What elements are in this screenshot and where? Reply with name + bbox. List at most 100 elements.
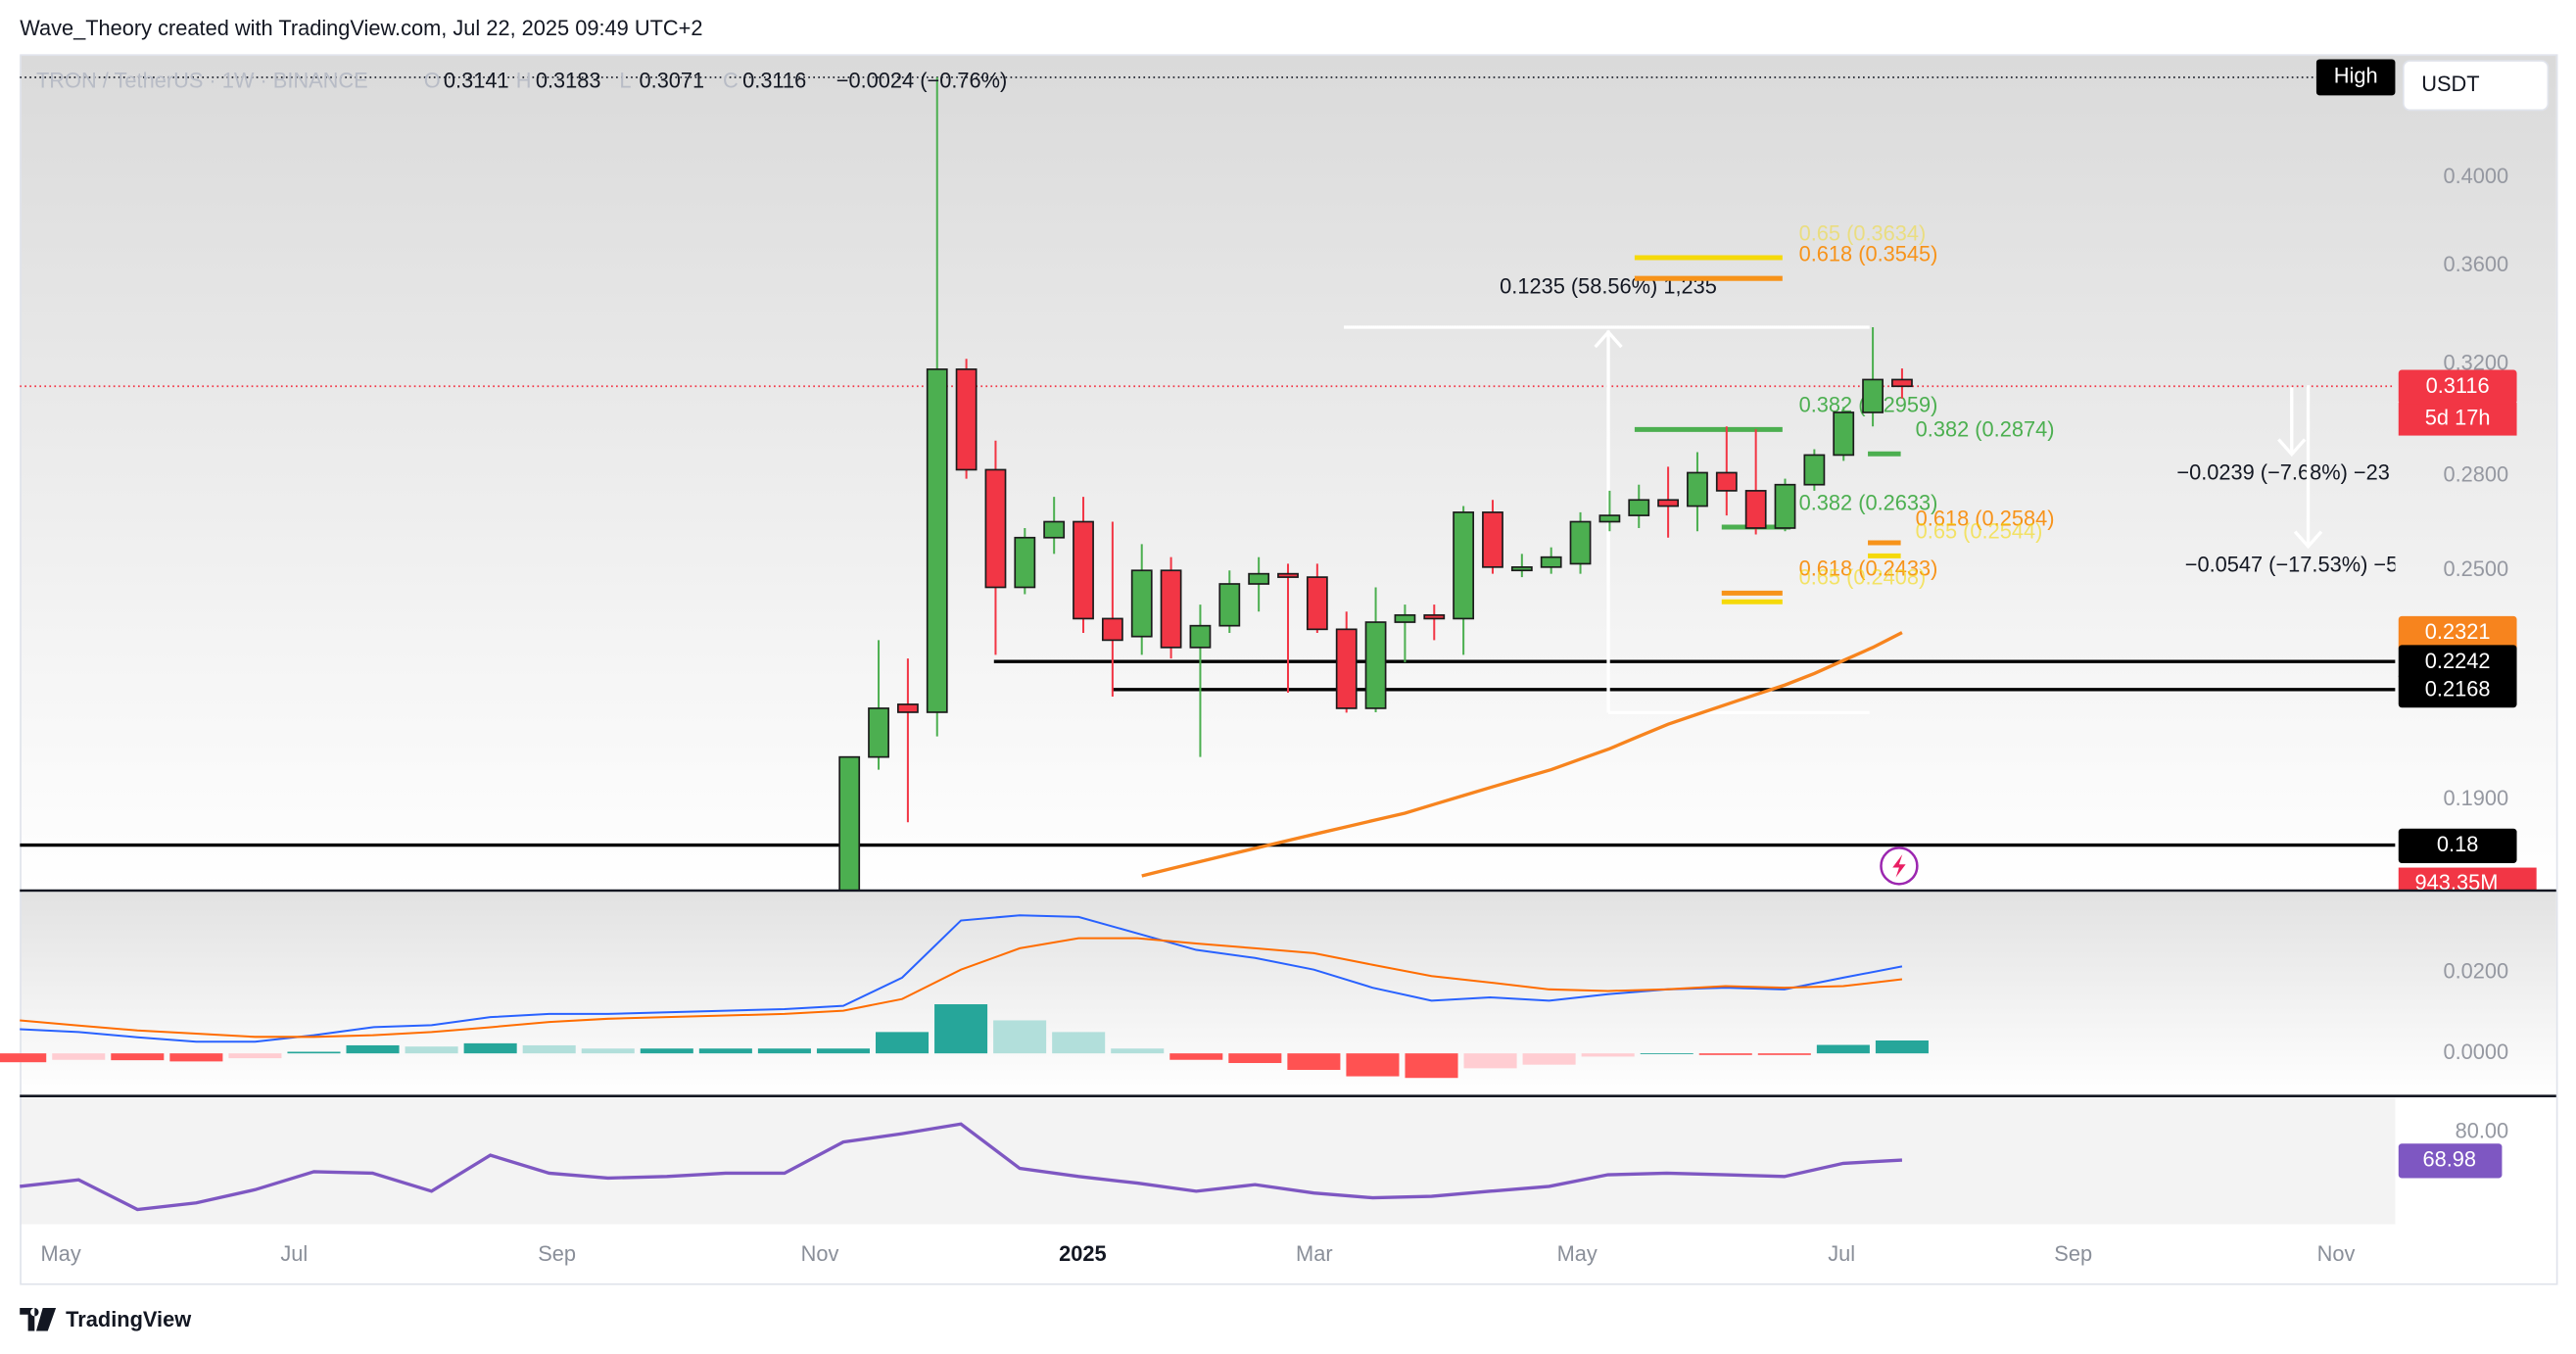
macd-histogram-bar [1757,1053,1811,1055]
last-price-tag-bg [2398,369,2517,405]
currency-label[interactable]: USDT [2421,72,2479,96]
measure-arrowhead [2277,438,2307,458]
alert-bolt[interactable] [1892,854,1906,878]
macd-histogram-bar [1581,1053,1635,1057]
x-tick-label: Sep [538,1241,576,1266]
countdown: 5d 17h [2425,406,2491,430]
currency-button[interactable]: USDT [2402,60,2550,112]
fib-label: 0.65 (0.2544) [1916,519,2043,544]
price-axis: 0.40000.36000.32000.28000.25000.1900943.… [2398,164,2537,895]
high-tag [2315,59,2396,96]
y-tick-label: 0.0000 [2443,1040,2508,1064]
fib-label: 0.618 (0.2433) [1799,556,1938,581]
y-tick-label: 0.2800 [2443,461,2508,486]
candle-body [1628,499,1650,516]
macd-histogram-bar [1052,1032,1106,1054]
support-tag: 0.18 [2437,832,2478,856]
candle-body [1248,572,1270,585]
ohlc-legend: O 0.3141 H 0.3183 L 0.3071 C 0.3116 −0.0… [424,69,1007,93]
macd-histogram-bar [581,1048,635,1054]
candle-body [1014,536,1036,589]
y-tick-label: 0.1900 [2443,786,2508,810]
candle-body [1803,454,1826,486]
rsi-tag: 68.98 [2422,1147,2476,1172]
macd-histogram-bar [640,1048,693,1054]
support-tag: 0.2242 [2425,649,2491,673]
candle-body [1218,583,1241,627]
macd-histogram-bar [1111,1048,1165,1054]
candle-body [1335,628,1358,709]
legend-key: O [424,69,441,93]
candle-body [1744,490,1767,529]
macd-line [20,914,1903,1043]
macd-histogram-bar [698,1048,752,1054]
candle-body [1364,621,1387,709]
candle-body [955,368,978,471]
macd-histogram-bar [522,1044,576,1054]
watermark: Wave_Theory created with TradingView.com… [20,16,702,40]
fib-label: 0.382 (0.2633) [1799,490,1938,514]
support-tag: 0.2168 [2425,676,2491,701]
macd-histogram-bar [1640,1053,1693,1054]
fib-label: 0.618 (0.2584) [1916,506,2055,530]
candle-body [1569,520,1592,565]
macd-histogram-bar [757,1048,811,1054]
fib-label: 0.65 (0.3634) [1799,220,1927,245]
macd-histogram-bar [1169,1053,1223,1060]
x-tick-label: May [41,1241,81,1266]
measure-arrowhead [2293,530,2323,550]
y-tick-label: 0.4000 [2443,164,2508,188]
candle-body [1833,411,1855,457]
alert-icon[interactable] [1880,846,1919,886]
fib-label: 0.65 (0.2408) [1799,565,1927,590]
candle-body [1453,511,1475,620]
macd-histogram-bar [463,1042,517,1054]
legend-value: 0.3141 [444,69,509,93]
indicator-plots: 0.0200 0.0000 80.00 [0,914,2508,1212]
legend-value: 0.3071 [640,69,705,93]
macd-histogram-bar [993,1020,1047,1054]
candle-body [1073,520,1094,620]
volume-tag: 943.35M [2415,870,2499,895]
candle-body [896,703,919,713]
legend-key: L [619,69,631,93]
brand-name: TradingView [66,1307,191,1331]
candle-body [1891,378,1913,388]
candle-body [926,368,948,713]
measure-label: −0.0239 (−7.68%) −23 [2176,459,2390,484]
candle-body [1715,471,1738,492]
candle-body [984,468,1007,589]
candle-body [1482,511,1503,568]
x-tick-label: Nov [801,1241,839,1266]
candle-body [1101,617,1123,642]
price-plot: 0.1235 (58.56%) 1,235−0.0239 (−7.68%) −2… [20,76,2399,892]
x-tick-label: Mar [1296,1241,1333,1266]
rsi-line [20,1122,1903,1212]
currency-button-bg[interactable] [2402,60,2550,112]
x-tick-label: 2025 [1059,1241,1107,1266]
measure-arrowhead [1594,329,1623,349]
macd-line [20,937,1903,1039]
support-tag-bg [2398,673,2517,708]
ema-tag-bg [2398,615,2517,652]
x-tick-label: Jul [1828,1241,1855,1266]
x-tick-label: Jul [280,1241,308,1266]
candle-body [1043,520,1066,539]
candle-body [1862,378,1884,413]
legend-change: −0.0024 (−0.76%) [836,69,1008,93]
macd-histogram-bar [1346,1053,1400,1077]
measure-label: −0.0547 (−17.53%) −5 [2185,553,2399,577]
ema-tag: 0.2321 [2425,619,2491,644]
candle-body [1774,483,1796,529]
macd-histogram-bar [346,1044,400,1054]
candle-body [1394,613,1416,623]
candle-body [1598,514,1621,523]
candle-body [838,755,861,892]
x-tick-label: Nov [2317,1241,2356,1266]
macd-histogram-bar [52,1053,106,1060]
support-tag-bg [2398,828,2517,864]
macd-histogram-bar [111,1053,165,1061]
symbol: TRON / TetherUS · 1W · BINANCE [36,69,368,93]
